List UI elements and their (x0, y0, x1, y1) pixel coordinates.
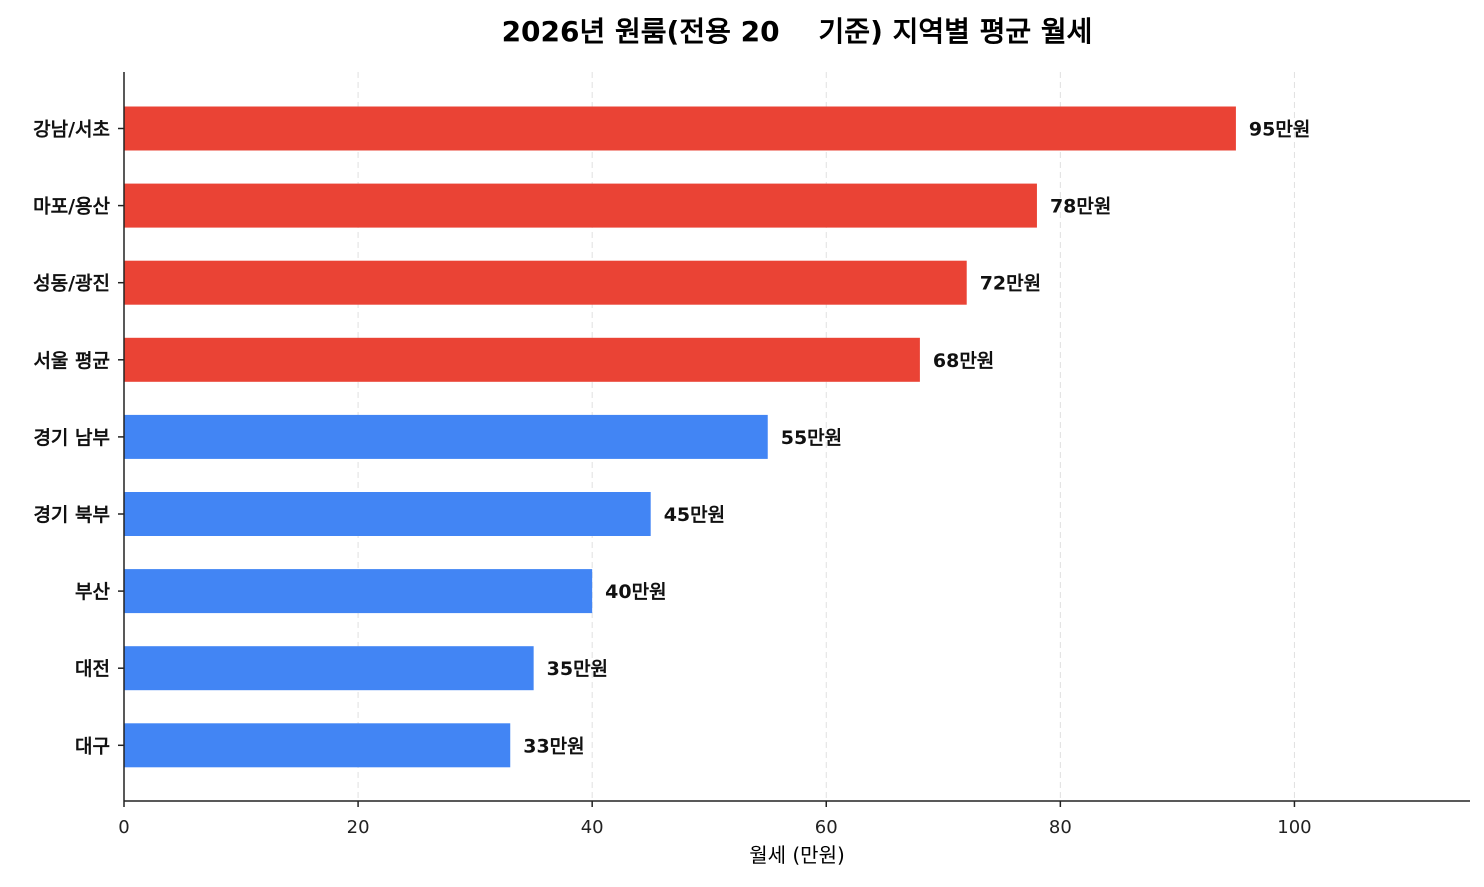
data-label: 33만원 (523, 735, 584, 757)
bar (124, 414, 768, 459)
data-label: 78만원 (1050, 196, 1111, 218)
y-tick-label: 마포/용산 (33, 196, 110, 218)
data-label: 40만원 (605, 581, 666, 603)
y-tick-label: 대전 (75, 658, 110, 680)
y-tick-label: 서울 평균 (33, 350, 110, 372)
y-tick-label: 성동/광진 (33, 273, 110, 295)
y-tick-label: 강남/서초 (33, 119, 110, 141)
x-tick-label: 80 (1049, 817, 1072, 838)
data-label: 72만원 (980, 273, 1041, 295)
x-tick-label: 60 (815, 817, 838, 838)
x-tick-label: 40 (581, 817, 604, 838)
x-tick-label: 100 (1277, 817, 1311, 838)
y-tick-label: 경기 남부 (33, 427, 110, 449)
bar (124, 492, 651, 536)
bar (124, 106, 1236, 151)
y-tick-label: 부산 (75, 581, 110, 603)
data-label: 95만원 (1249, 119, 1310, 141)
data-label: 55만원 (781, 427, 842, 449)
y-tick-label: 대구 (75, 735, 110, 757)
x-tick-label: 20 (347, 817, 370, 838)
bar (124, 723, 511, 768)
bar (124, 337, 920, 382)
chart-title: 2026년 원룸(전용 20 기준) 지역별 평균 월세 (502, 15, 1093, 48)
bar (124, 646, 534, 691)
y-tick-label: 경기 북부 (33, 504, 110, 526)
bar (124, 183, 1037, 228)
data-label: 35만원 (547, 658, 608, 680)
data-label: 45만원 (664, 504, 725, 526)
x-axis-label: 월세 (만원) (749, 843, 845, 867)
bar (124, 569, 593, 614)
bar (124, 260, 967, 305)
data-label: 68만원 (933, 350, 994, 372)
x-tick-label: 0 (118, 817, 129, 838)
